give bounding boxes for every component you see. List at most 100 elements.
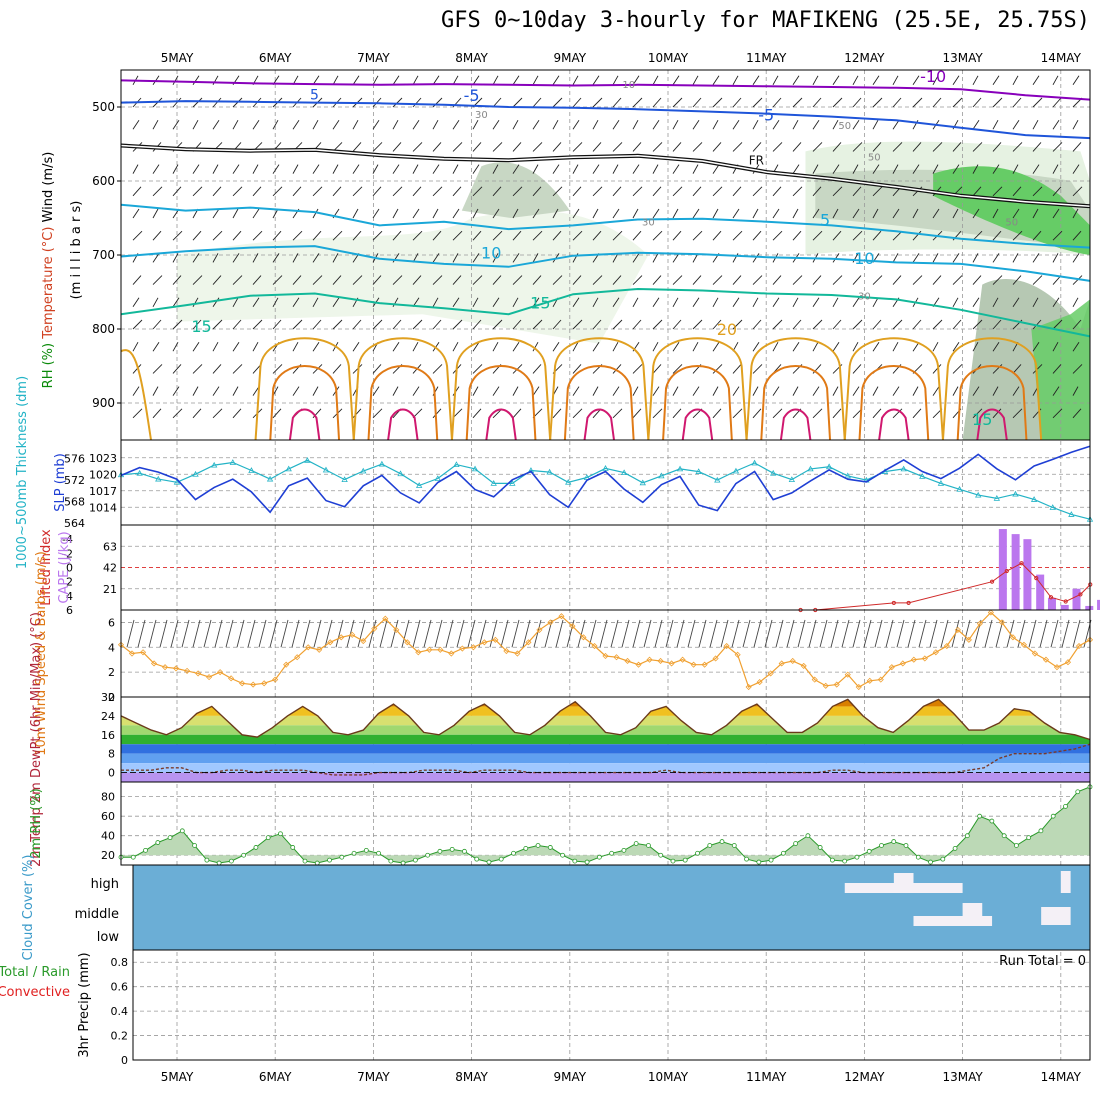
wind-barb bbox=[1052, 142, 1063, 152]
wind-speed-point bbox=[139, 649, 147, 656]
wind-barb-10m bbox=[731, 619, 740, 648]
wind-speed-point bbox=[503, 647, 510, 655]
cape-bar bbox=[1047, 597, 1056, 610]
wind-barb bbox=[612, 386, 620, 396]
wind-barb bbox=[712, 119, 719, 130]
thickness-point bbox=[229, 459, 236, 465]
wind-barb bbox=[972, 386, 980, 396]
wind-barb bbox=[612, 164, 619, 174]
wind-speed-point bbox=[756, 679, 763, 686]
wind-barb bbox=[872, 75, 880, 86]
x-tick-label-top: 5MAY bbox=[161, 51, 194, 65]
wind-barb bbox=[692, 119, 700, 130]
wind-speed-point bbox=[613, 654, 620, 661]
wind-barb bbox=[832, 119, 839, 130]
thickness-point bbox=[155, 475, 162, 482]
wind-barb bbox=[932, 142, 943, 152]
temp-tick-label: 32 bbox=[101, 691, 115, 704]
wind-barb bbox=[832, 230, 842, 241]
wind-barb bbox=[632, 253, 640, 263]
lifted-index-point bbox=[1004, 568, 1009, 574]
rh-tick-label: 80 bbox=[101, 791, 115, 804]
wind-barb bbox=[1012, 97, 1022, 108]
wind-barb bbox=[1072, 319, 1082, 330]
panel-frames bbox=[120, 69, 1091, 1061]
wind-barb bbox=[992, 253, 1000, 263]
temperature-contour-25 bbox=[760, 365, 832, 441]
wind-barb bbox=[452, 275, 462, 285]
wind-barb bbox=[432, 297, 439, 308]
wind-barb bbox=[892, 386, 900, 396]
wind-barb bbox=[652, 364, 662, 374]
wind-barb bbox=[652, 275, 662, 285]
wind-barb bbox=[332, 364, 342, 374]
wind-barb bbox=[512, 208, 519, 219]
temperature-contour-30 bbox=[779, 408, 812, 441]
wind-barb bbox=[572, 186, 582, 197]
wind-barb bbox=[872, 319, 882, 330]
wind-barb bbox=[192, 230, 202, 241]
wind-barb bbox=[492, 275, 502, 285]
wind-speed-point bbox=[382, 615, 389, 622]
thickness-point bbox=[695, 468, 702, 474]
wind-barb bbox=[812, 119, 820, 130]
wind-barb bbox=[832, 341, 840, 352]
rh-point bbox=[1050, 813, 1056, 819]
rh-point bbox=[891, 839, 897, 844]
wind-barb bbox=[992, 408, 1002, 419]
cape-bar bbox=[1036, 574, 1045, 610]
wind-speed-point bbox=[690, 661, 697, 668]
wind-barb bbox=[552, 186, 563, 197]
wind-barb bbox=[272, 164, 280, 174]
wind-barb bbox=[552, 119, 559, 130]
wind-barb bbox=[792, 208, 799, 219]
wind-barb-10m bbox=[687, 619, 696, 648]
temperature-contour-25 bbox=[956, 365, 1028, 441]
wind-barb bbox=[752, 230, 762, 241]
wind-barb bbox=[212, 341, 219, 352]
thickness-point bbox=[136, 469, 143, 476]
wind-barb-10m bbox=[467, 619, 476, 648]
thickness-point bbox=[285, 465, 292, 472]
wind-barb bbox=[132, 164, 139, 174]
wind-barb bbox=[1032, 75, 1040, 86]
rh-point bbox=[535, 843, 541, 848]
wind-barb bbox=[492, 297, 500, 308]
wind-barb bbox=[852, 186, 862, 197]
wind-barb bbox=[992, 208, 999, 219]
wind-barb bbox=[572, 275, 582, 285]
x-tick-label-bottom: 5MAY bbox=[161, 1070, 194, 1084]
wind-barb-10m bbox=[676, 619, 685, 648]
wind-barb bbox=[772, 142, 783, 152]
wind-barb bbox=[252, 253, 259, 263]
rh-point bbox=[964, 833, 970, 839]
wind-speed-point bbox=[239, 680, 246, 687]
wind-barb bbox=[392, 75, 400, 86]
wind-speed-point bbox=[206, 674, 213, 681]
wind-barb bbox=[632, 319, 642, 330]
wind-barb-10m bbox=[808, 619, 817, 648]
wind-barb bbox=[152, 253, 160, 263]
wind-speed-point bbox=[481, 639, 488, 646]
thickness-point bbox=[434, 475, 441, 481]
wind-speed-point bbox=[305, 644, 312, 651]
cloud-y-label: Cloud Cover (%) bbox=[21, 855, 36, 961]
wind-barb bbox=[612, 319, 623, 330]
wind-barb bbox=[552, 408, 562, 419]
wind-barb bbox=[232, 230, 242, 241]
wind-barb bbox=[352, 319, 362, 330]
wind-barb bbox=[1032, 186, 1043, 197]
wind-barb-10m bbox=[500, 619, 509, 648]
wind-barb bbox=[592, 341, 600, 352]
rh-point bbox=[989, 818, 995, 824]
wind-barb bbox=[332, 75, 339, 86]
wind-barb bbox=[512, 253, 520, 263]
wind-barb bbox=[672, 408, 682, 419]
lifted-index-point bbox=[989, 579, 995, 584]
wind-speed-point bbox=[371, 625, 378, 632]
wind-barb bbox=[792, 275, 803, 285]
thickness-point bbox=[602, 465, 609, 471]
thickness-point bbox=[490, 480, 497, 486]
temperature-contour-20 bbox=[647, 337, 748, 441]
rh-point bbox=[376, 850, 381, 856]
